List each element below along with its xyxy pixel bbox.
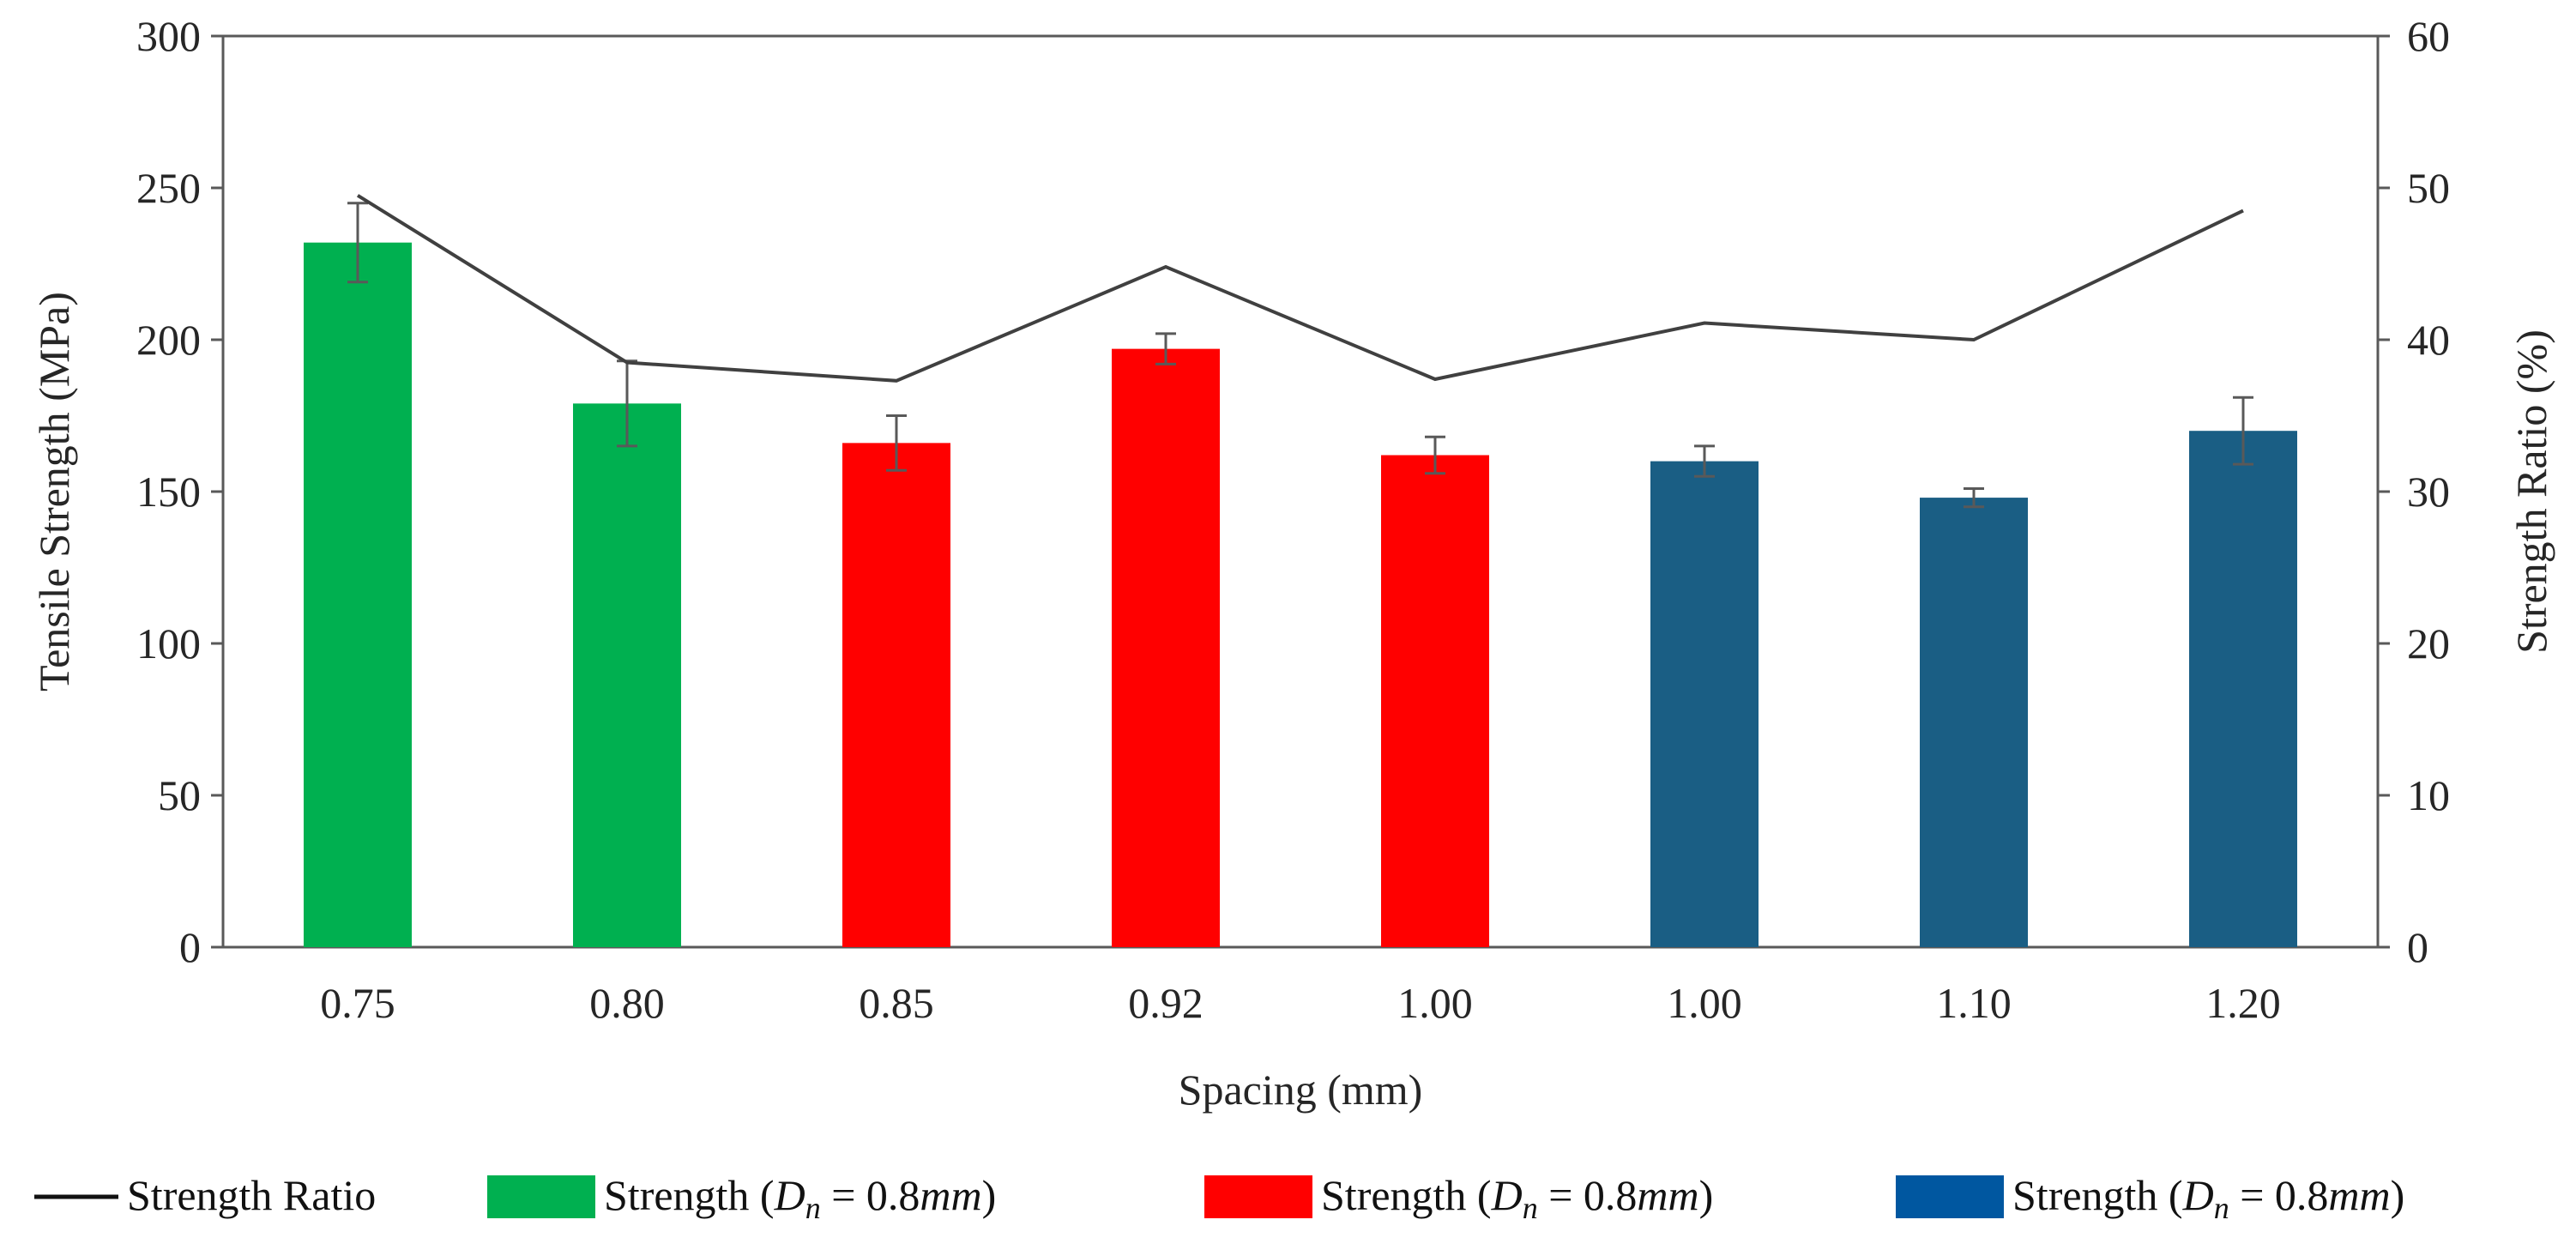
bar [1381,455,1489,947]
bar [1920,498,2028,947]
y2-tick-label: 10 [2407,771,2450,819]
x-tick-label: 1.10 [1936,979,2012,1027]
y-tick-label: 250 [136,164,201,212]
legend-label: Strength Ratio [127,1171,376,1219]
y-tick-label: 0 [179,923,201,971]
y2-tick-label: 40 [2407,316,2450,364]
y-tick-label: 100 [136,619,201,667]
x-tick-label: 0.85 [859,979,934,1027]
bar [573,403,681,948]
plot-frame [221,34,2380,949]
y2-tick-label: 50 [2407,164,2450,212]
legend-item: Strength (Dn = 0.8mm) [1896,1171,2404,1225]
bar [304,242,412,948]
legend-swatch [1204,1175,1312,1218]
legend-label: Strength (Dn = 0.8mm) [604,1171,996,1225]
y2-tick-label: 30 [2407,468,2450,516]
y2-tick-label: 0 [2407,923,2428,971]
y2-axis-title: Strength Ratio (%) [2507,329,2555,654]
legend: Strength Ratio Strength (Dn = 0.8mm) Stren… [34,1171,2404,1225]
bar [1650,461,1759,947]
x-tick-label: 1.00 [1667,979,1742,1027]
y-axis-title: Tensile Strength (MPa) [30,292,78,691]
x-tick-label: 1.20 [2205,979,2281,1027]
plot-area: 0 50 100 150 200 250 300 0 10 20 30 40 50 60 0.75 0.80 0… [30,12,2555,1114]
x-axis-title: Spacing (mm) [1179,1066,1423,1114]
y2-tick-label: 60 [2407,12,2450,60]
legend-swatch [1896,1175,2004,1218]
x-tick-label: 1.00 [1397,979,1473,1027]
legend-swatch [487,1175,595,1218]
y-tick-label: 300 [136,12,201,60]
legend-item: Strength (Dn = 0.8mm) [1204,1171,1713,1225]
y-tick-label: 200 [136,316,201,364]
bar [842,443,950,947]
legend-item: Strength Ratio [34,1171,376,1219]
x-tick-label: 0.80 [589,979,665,1027]
y2-tick-label: 20 [2407,619,2450,667]
bar [1112,348,1220,947]
strength-ratio-line [356,194,2244,383]
legend-label: Strength (Dn = 0.8mm) [2012,1171,2404,1225]
legend-item: Strength (Dn = 0.8mm) [487,1171,996,1225]
y-tick-label: 150 [136,468,201,516]
x-tick-label: 0.75 [320,979,395,1027]
bar [2189,431,2297,947]
x-tick-label: 0.92 [1128,979,1204,1027]
y-tick-label: 50 [158,771,201,819]
legend-label: Strength (Dn = 0.8mm) [1321,1171,1713,1225]
